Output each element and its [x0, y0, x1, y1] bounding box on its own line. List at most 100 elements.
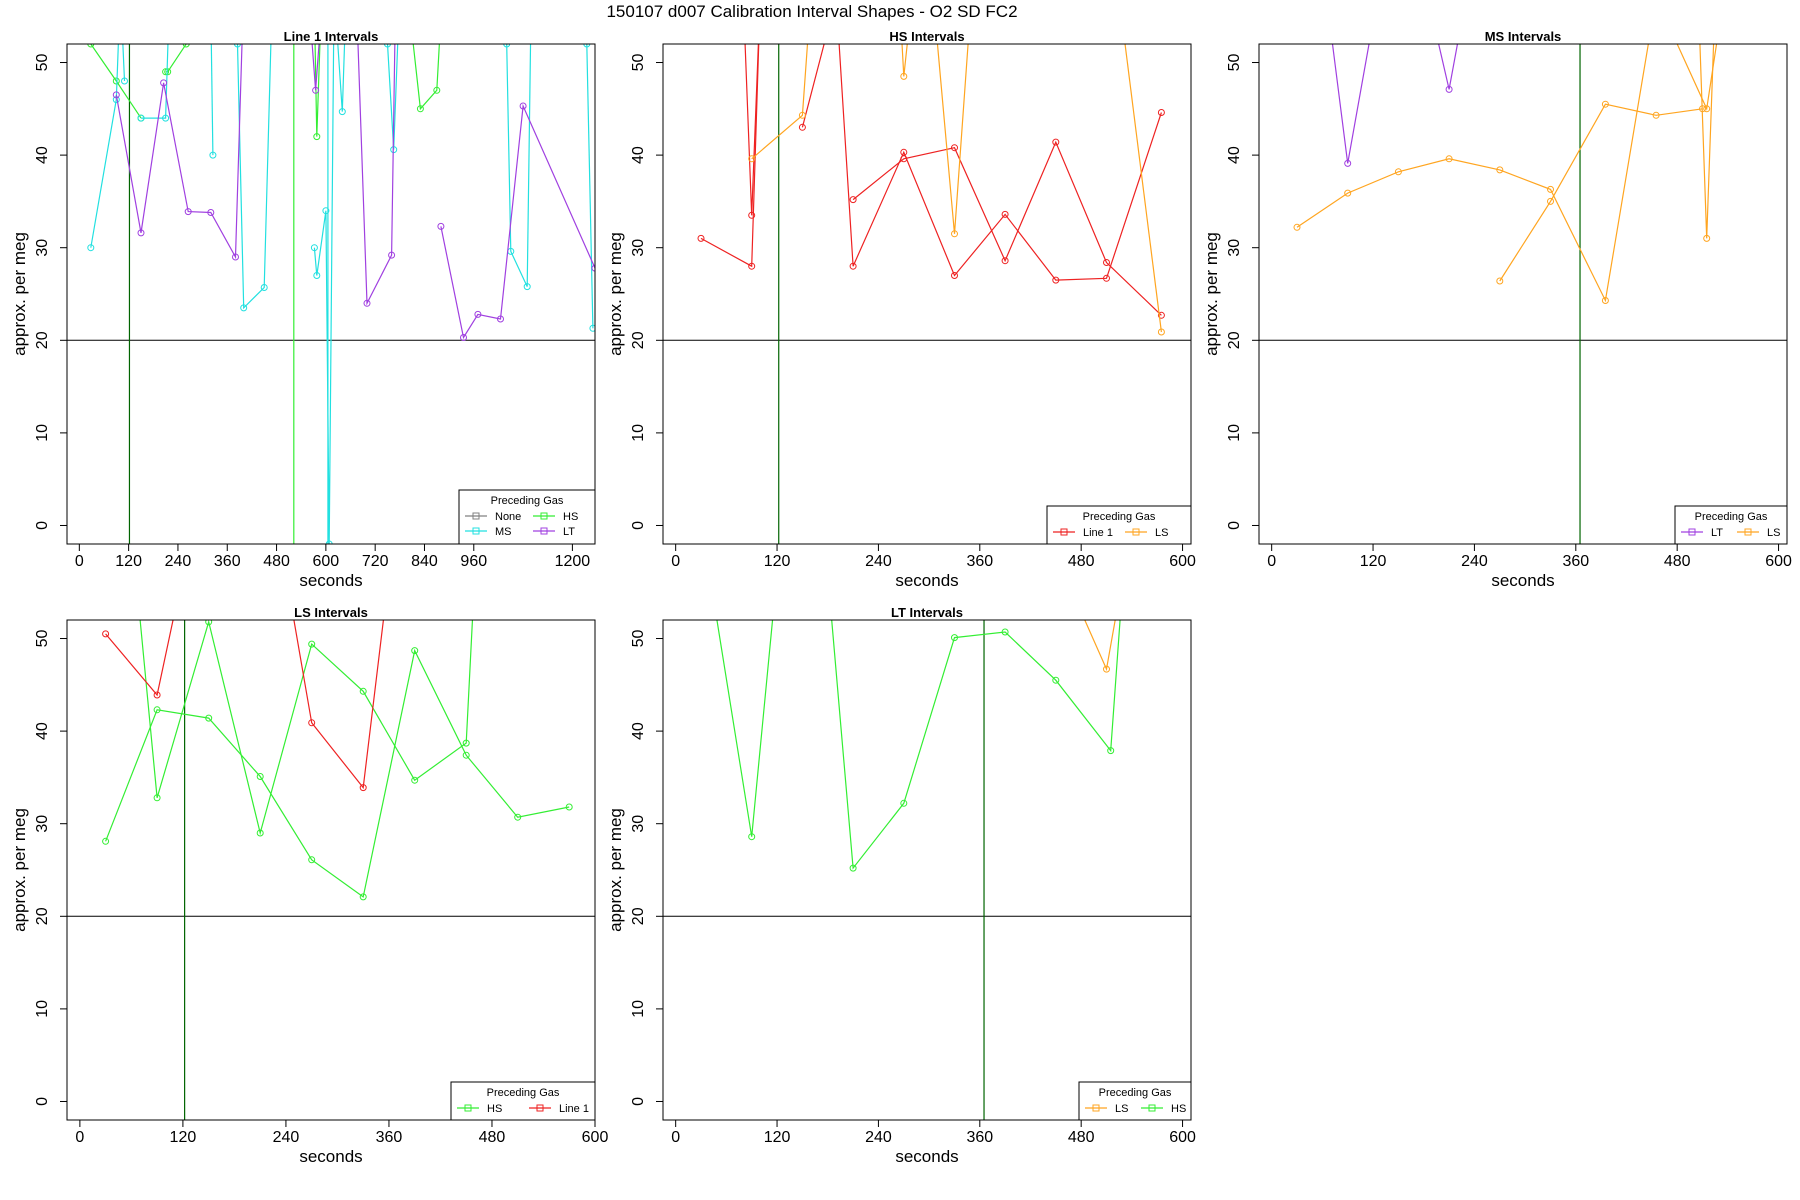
series-line: [744, 44, 759, 216]
legend-swatch-marker: [540, 527, 548, 535]
legend-title: Preceding Gas: [1083, 511, 1156, 523]
data-point: [207, 209, 215, 216]
y-tick-label: 20: [630, 331, 647, 349]
panel-3: MS Intervals 0 120 240 360 480 600 seconds 0 10 20…: [1202, 29, 1792, 590]
data-point: [1496, 277, 1504, 285]
data-point: [748, 211, 756, 219]
legend-title: Preceding Gas: [1695, 511, 1768, 523]
y-axis-label: approx. per meg: [10, 232, 29, 356]
x-axis-label: seconds: [895, 571, 958, 590]
series-line-1: [697, 44, 1165, 319]
data-point: [162, 68, 170, 76]
series-line: [105, 620, 174, 697]
data-point: [359, 687, 367, 695]
legend-swatch-marker: [540, 512, 548, 520]
x-tick-label: 360: [376, 1129, 403, 1146]
series-line: [716, 620, 774, 837]
data-point: [900, 72, 908, 80]
legend-entry: LT: [1681, 527, 1723, 539]
legend-label: LS: [1115, 1103, 1128, 1115]
y-tick-label: 0: [34, 521, 51, 530]
data-point: [474, 310, 482, 318]
data-point: [1601, 297, 1609, 304]
data-point: [1052, 676, 1060, 684]
legend-label: Line 1: [1083, 527, 1113, 539]
data-point: [523, 283, 531, 291]
data-point: [87, 44, 95, 48]
data-point: [1703, 105, 1711, 113]
data-point: [1445, 85, 1453, 93]
legend-entry: None: [465, 511, 521, 523]
x-tick-label: 720: [362, 553, 389, 570]
data-point: [583, 44, 591, 48]
y-tick-label: 0: [1226, 521, 1243, 530]
data-point: [849, 864, 857, 872]
legend-swatch-marker: [536, 1104, 544, 1112]
series-line: [412, 44, 440, 111]
x-tick-label: 600: [1169, 553, 1196, 570]
legend-swatch-marker: [1132, 528, 1140, 536]
legend-entry: Line 1: [1053, 527, 1113, 539]
panel-1: Line 1 Intervals 0 120 240 360 480 600 720 840 96…: [10, 29, 596, 590]
series-ls: [748, 44, 1165, 336]
legend-box: [450, 1081, 596, 1121]
legend-entry: LS: [1085, 1103, 1128, 1115]
x-tick-label: 600: [582, 1129, 609, 1146]
y-tick-label: 10: [630, 1000, 647, 1018]
data-point: [951, 144, 958, 152]
legend: Preceding Gas LS HS: [1078, 1081, 1192, 1121]
legend-label: MS: [495, 526, 512, 538]
data-point: [256, 773, 264, 780]
x-tick-label: 0: [671, 553, 680, 570]
data-point: [1107, 747, 1115, 755]
series-line: [506, 44, 532, 287]
data-point: [325, 540, 333, 544]
y-tick-label: 30: [630, 239, 647, 257]
data-point: [951, 272, 958, 279]
x-tick-label: 0: [75, 1129, 84, 1146]
data-point: [433, 86, 441, 94]
legend-box: [1046, 505, 1192, 545]
y-axis-label: approx. per meg: [606, 808, 625, 932]
series-ms: [87, 44, 595, 544]
x-tick-label: 240: [865, 553, 892, 570]
data-point: [162, 114, 170, 122]
data-point: [697, 234, 705, 242]
series-line: [901, 44, 908, 77]
data-point: [1703, 234, 1711, 242]
series-line: [1084, 620, 1116, 672]
x-axis: 0 120 240 360 480 600 seconds: [671, 1119, 1196, 1166]
data-point: [514, 813, 522, 821]
data-point: [411, 647, 419, 655]
legend-entry: HS: [457, 1103, 502, 1115]
series-line: [314, 44, 321, 137]
data-point: [1157, 311, 1165, 319]
data-point: [1001, 628, 1009, 636]
data-point: [256, 829, 264, 837]
series-line: [801, 44, 1162, 281]
series-lt: [1331, 44, 1459, 167]
series-line: [440, 103, 595, 340]
data-point: [308, 640, 316, 648]
data-point: [184, 208, 192, 216]
legend-label: LT: [563, 526, 575, 538]
legend-label: HS: [563, 511, 578, 523]
y-tick-label: 50: [630, 54, 647, 72]
data-point: [1445, 155, 1453, 163]
panel-title: LT Intervals: [891, 605, 963, 620]
data-point: [121, 77, 128, 85]
series-line: [1296, 44, 1718, 303]
legend-label: LS: [1155, 527, 1168, 539]
data-point: [310, 244, 318, 252]
series-line: [751, 44, 809, 160]
x-tick-label: 600: [1765, 553, 1792, 570]
data-point: [1103, 665, 1110, 673]
data-point: [338, 108, 346, 116]
x-axis: 0 120 240 360 480 600 seconds: [75, 1119, 609, 1166]
series-line: [141, 44, 169, 119]
data-point: [1652, 111, 1660, 119]
y-tick-label: 40: [1226, 146, 1243, 164]
series-line: [293, 620, 385, 790]
data-point: [312, 86, 320, 94]
